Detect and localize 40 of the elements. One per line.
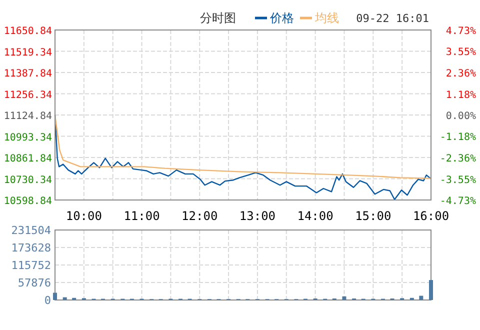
y-tick-label: 11256.34: [4, 90, 52, 101]
y2-tick-label: 4.73%: [446, 26, 476, 37]
y-tick-label: 57876: [18, 276, 51, 290]
bar: [429, 280, 433, 300]
y-tick-label: 173628: [11, 242, 51, 254]
y-tick-label: 11124.84: [4, 111, 52, 122]
y2-tick-label: -3.55%: [440, 174, 476, 186]
legend-label: 价格: [269, 11, 294, 25]
y-tick-label: 231504: [11, 224, 52, 237]
y-tick-label: 10598.84: [4, 196, 52, 207]
y-tick-label: 11519.34: [4, 47, 52, 58]
y-tick-label: 10861.84: [4, 154, 52, 164]
y-tick-label: 10730.34: [4, 174, 52, 186]
x-tick-label: 10:00: [66, 209, 102, 223]
y-tick-label: 0: [44, 294, 51, 307]
bar: [53, 292, 57, 300]
y-tick-label: 11650.84: [4, 26, 52, 37]
x-tick-label: 12:00: [182, 209, 218, 223]
y-tick-label: 115752: [11, 259, 51, 272]
bar: [419, 296, 424, 300]
text: 09-22 16:01: [356, 12, 429, 25]
y2-tick-label: 0.00%: [446, 111, 476, 122]
chart-title: 分时图: [200, 11, 236, 25]
y2-tick-label: 1.18%: [446, 90, 476, 101]
line-series: [54, 114, 432, 179]
bar: [342, 296, 346, 300]
y2-tick-label: 2.36%: [446, 68, 476, 80]
x-tick-label: 15:00: [355, 209, 392, 223]
y2-tick-label: -1.18%: [440, 132, 476, 144]
y-tick-label: 11387.84: [4, 68, 52, 80]
x-tick-label: 14:00: [297, 209, 334, 223]
y2-tick-label: -2.36%: [440, 153, 476, 164]
x-tick-label: 16:00: [412, 209, 450, 223]
y-tick-label: 10993.34: [4, 132, 52, 144]
legend-label: 均线: [314, 11, 339, 25]
bar: [62, 297, 67, 300]
y2-tick-label: 3.55%: [446, 47, 476, 58]
x-tick-label: 11:00: [124, 209, 160, 223]
y2-tick-label: -4.73%: [440, 196, 476, 207]
x-tick-label: 13:00: [239, 209, 276, 223]
